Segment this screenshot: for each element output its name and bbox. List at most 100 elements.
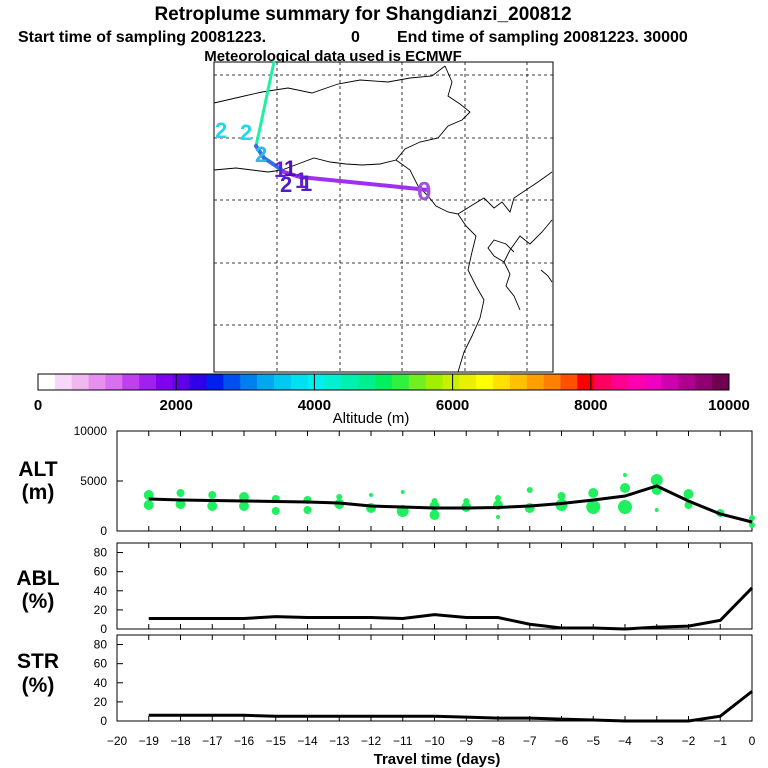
y-tick-label: 0 <box>100 524 107 538</box>
colorbar-cell <box>88 374 106 390</box>
alt-mean-line <box>148 484 753 524</box>
x-tick-label: −9 <box>459 734 473 748</box>
colorbar-cell <box>627 374 646 390</box>
alt-cluster-point <box>207 501 218 511</box>
colorbar-cell <box>459 374 477 390</box>
trajectory-marker: 1 <box>295 168 307 193</box>
trajectory-marker: 0 <box>417 176 431 206</box>
x-axis-label: Travel time (days) <box>374 751 501 768</box>
trajectory-paths <box>254 60 430 192</box>
colorbar-cell <box>172 374 191 390</box>
alt-cluster-point <box>495 495 501 501</box>
alt-cluster-point <box>463 498 470 504</box>
map-frame <box>213 61 554 373</box>
str-panel-label: STR <box>17 650 59 673</box>
str-plot: 80 60 40 20 0 <box>94 634 753 728</box>
start-time-value: 0 <box>351 29 360 46</box>
y-tick-label: 0 <box>100 622 107 636</box>
colorbar-tick-label: 4000 <box>298 397 331 414</box>
figure-title: Retroplume summary for Shangdianzi_20081… <box>154 4 571 25</box>
colorbar-cell <box>476 374 494 390</box>
alt-cluster-point <box>683 489 694 499</box>
colorbar-tick-label: 6000 <box>436 397 469 414</box>
colorbar-cell <box>307 374 326 390</box>
alt-cluster-point <box>336 494 343 500</box>
alt-cluster-point <box>620 483 630 493</box>
trajectory-marker: 2 <box>215 118 227 143</box>
y-tick-label: 40 <box>94 584 108 598</box>
str-line <box>148 690 753 723</box>
alt-cluster-point <box>557 492 566 500</box>
colorbar-cell <box>425 374 443 390</box>
x-tick-label: −15 <box>266 734 287 748</box>
trajectory-markers: 2 2 2 1 1 1 2 1 0 <box>215 118 431 206</box>
map-panel: 2 2 2 1 1 1 2 1 0 <box>213 60 554 373</box>
abl-line <box>148 586 754 631</box>
colorbar-cell <box>155 374 174 390</box>
colorbar-cell <box>661 374 679 390</box>
trajectory-marker: 1 <box>300 171 312 196</box>
colorbar-cell <box>543 374 561 390</box>
alt-cluster-point <box>496 515 500 519</box>
x-tick-label: −13 <box>329 734 350 748</box>
abl-panel-unit: (%) <box>22 590 55 613</box>
colorbar-cell <box>105 374 123 390</box>
y-tick-label: 20 <box>94 695 108 709</box>
trajectory-marker: 1 <box>284 156 296 181</box>
x-tick-label: 0 <box>749 734 756 748</box>
alt-cluster-point <box>303 506 312 514</box>
alt-cluster-point <box>143 500 154 510</box>
colorbar-cell <box>611 374 629 390</box>
alt-cluster-point <box>654 508 659 512</box>
x-tick-label: −4 <box>618 734 632 748</box>
alt-cluster-point <box>749 515 755 521</box>
colorbar-cell <box>375 374 393 390</box>
colorbar-tick-label: 10000 <box>708 397 750 414</box>
trajectory-marker: 2 <box>255 142 267 167</box>
met-data-label: Meteorological data used is ECMWF <box>204 48 462 65</box>
y-tick-label: 0 <box>100 714 107 728</box>
colorbar-cell <box>240 374 258 390</box>
colorbar-cell <box>678 374 696 390</box>
colorbar-cell <box>206 374 224 390</box>
colorbar-title: Altitude (m) <box>333 410 410 427</box>
alt-cluster-point <box>176 489 185 497</box>
x-tick-label: −7 <box>523 734 537 748</box>
y-tick-label: 10000 <box>74 424 108 438</box>
colorbar-cell <box>122 374 140 390</box>
alt-cluster-point <box>143 490 154 500</box>
str-frame <box>116 634 753 722</box>
alt-panel-label: ALT <box>18 458 57 481</box>
map-borders <box>213 65 553 373</box>
colorbar-cell <box>695 374 713 390</box>
x-tick-label: −17 <box>202 734 223 748</box>
str-panel-unit: (%) <box>22 674 55 697</box>
trajectory-marker: 1 <box>274 157 286 182</box>
colorbar-cell <box>509 374 528 390</box>
colorbar-cell <box>560 374 578 390</box>
alt-cluster-point <box>208 491 217 499</box>
colorbar-tick-label: 2000 <box>160 397 193 414</box>
x-tick-label: −3 <box>650 734 664 748</box>
alt-cluster-point <box>588 488 599 498</box>
alt-cluster-point <box>429 510 440 520</box>
colorbar-tick-label: 8000 <box>574 397 607 414</box>
x-tick-label: −19 <box>139 734 160 748</box>
alt-cluster-point <box>369 493 373 497</box>
colorbar-cell <box>71 374 90 390</box>
colorbar-cell <box>358 374 376 390</box>
x-tick-label: −2 <box>682 734 696 748</box>
colorbar-tick-label: 0 <box>34 397 42 414</box>
trajectory-marker: 2 <box>240 120 252 145</box>
colorbar-cell <box>257 374 275 390</box>
alt-cluster-point <box>650 474 663 486</box>
end-time-label: End time of sampling 20081223. 30000 <box>397 29 688 46</box>
altitude-colorbar: 0 2000 4000 6000 8000 10000 Altitude (m) <box>34 373 750 427</box>
x-tick-label: −18 <box>170 734 191 748</box>
colorbar-cell <box>189 374 208 390</box>
colorbar-cell <box>341 374 359 390</box>
colorbar-cell <box>273 374 292 390</box>
start-time-label: Start time of sampling 20081223. <box>18 29 266 46</box>
x-tick-label: −10 <box>424 734 445 748</box>
